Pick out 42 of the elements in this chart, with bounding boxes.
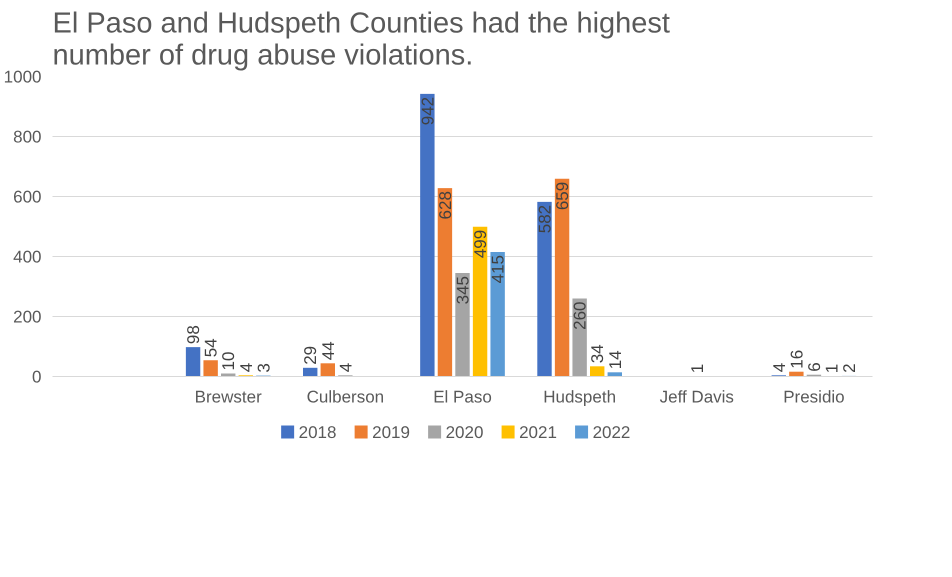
data-label: 1 [822,364,842,374]
x-tick-label: Jeff Davis [660,388,734,406]
legend-label: 2019 [372,423,410,442]
data-label: 54 [202,338,221,358]
data-label: 10 [219,352,238,370]
legend-label: 2020 [446,423,484,442]
y-tick-label: 1000 [4,68,42,86]
data-label: 2 [840,363,860,373]
legend-label: 2022 [592,423,630,442]
data-label: 6 [804,362,824,372]
data-label: 44 [318,341,338,360]
x-tick-label: Hudspeth [543,388,616,406]
x-tick-label: Culberson [306,388,384,406]
x-tick-label: Presidio [783,388,845,406]
data-label: 16 [787,350,806,369]
y-tick-label: 200 [13,308,42,326]
chart-title: El Paso and Hudspeth Counties had the highest number of drug abuse violations. [52,8,670,72]
data-label: 98 [184,325,204,344]
data-label: 29 [301,346,320,365]
data-label: 659 [553,182,572,210]
y-tick-label: 400 [13,248,42,266]
x-tick-label: Brewster [194,388,262,406]
x-tick-label: El Paso [433,388,492,406]
legend-label: 2021 [519,423,557,442]
data-label: 4 [336,362,356,372]
data-label: 4 [770,362,789,372]
data-label: 582 [536,204,554,234]
data-label: 942 [418,96,438,126]
data-label: 345 [454,276,472,304]
data-label: 3 [254,363,274,373]
data-label: 260 [570,301,590,330]
data-label: 1 [688,364,707,374]
y-tick-label: 600 [13,188,42,206]
data-label: 4 [236,362,256,372]
data-label: 415 [488,254,508,284]
y-tick-label: 800 [13,128,42,146]
data-label: 499 [471,230,490,258]
data-label: 34 [588,344,608,364]
data-label: 14 [606,350,625,370]
legend-label: 2018 [298,423,336,442]
y-tick-label: 0 [32,368,42,386]
data-label: 628 [436,191,455,220]
